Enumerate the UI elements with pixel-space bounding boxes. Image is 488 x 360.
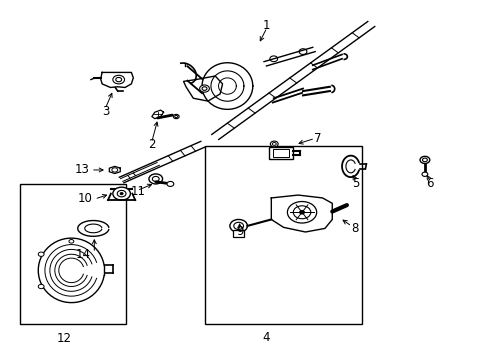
Text: 10: 10 xyxy=(77,192,92,205)
Polygon shape xyxy=(183,76,222,101)
Polygon shape xyxy=(109,166,120,174)
Text: 5: 5 xyxy=(351,177,359,190)
Circle shape xyxy=(287,202,316,223)
Text: 14: 14 xyxy=(76,248,91,261)
Bar xyxy=(273,149,288,157)
Text: 11: 11 xyxy=(130,185,145,198)
Text: 4: 4 xyxy=(262,330,270,343)
Circle shape xyxy=(38,284,44,289)
Text: 7: 7 xyxy=(313,132,321,145)
Circle shape xyxy=(149,174,162,184)
Circle shape xyxy=(69,239,74,243)
Circle shape xyxy=(173,114,179,119)
Circle shape xyxy=(199,85,209,92)
Circle shape xyxy=(113,75,124,84)
Polygon shape xyxy=(271,195,331,232)
Text: 12: 12 xyxy=(57,332,71,345)
Circle shape xyxy=(421,172,427,176)
Circle shape xyxy=(299,211,304,214)
Circle shape xyxy=(120,193,123,195)
Bar xyxy=(204,146,361,324)
Text: 9: 9 xyxy=(235,225,243,238)
Text: 13: 13 xyxy=(74,163,89,176)
Text: 6: 6 xyxy=(425,177,433,190)
Circle shape xyxy=(113,187,130,200)
Circle shape xyxy=(166,181,173,186)
Text: 2: 2 xyxy=(148,138,155,151)
Circle shape xyxy=(419,156,429,163)
Circle shape xyxy=(38,252,44,256)
Text: 1: 1 xyxy=(262,19,270,32)
Bar xyxy=(232,230,244,237)
Text: 3: 3 xyxy=(102,105,109,118)
Bar xyxy=(20,184,126,324)
Polygon shape xyxy=(152,110,163,119)
Polygon shape xyxy=(101,72,133,87)
Circle shape xyxy=(270,141,278,147)
Circle shape xyxy=(229,220,247,232)
Bar xyxy=(269,147,292,159)
Text: 8: 8 xyxy=(350,222,357,235)
